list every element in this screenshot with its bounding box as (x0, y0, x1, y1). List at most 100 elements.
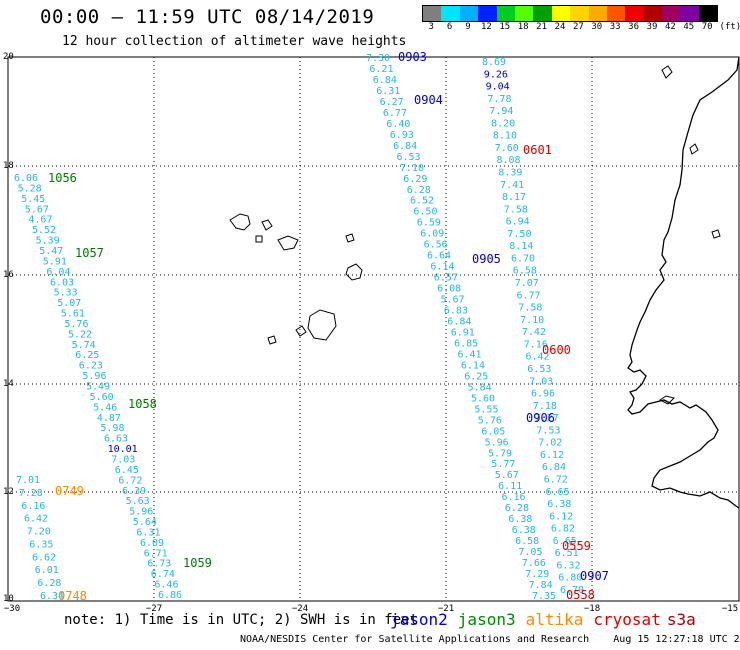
colorbar-tick-label: 39 (646, 22, 658, 32)
east-track-swh-value: 7.60 (495, 143, 519, 154)
x-tick-label: −27 (145, 604, 163, 614)
east-track-swh-value: 6.94 (506, 217, 530, 228)
west-track-swh-value: 5.64 (133, 517, 157, 528)
pass-time-label: 0559 (562, 539, 591, 553)
legend-cryosat: cryosat (593, 610, 661, 629)
east-track-swh-value: 9.26 (484, 69, 508, 80)
pass-time-label: 0904 (414, 93, 443, 107)
pass-time-label: 0748 (58, 589, 87, 603)
west-lower-track-swh-value: 6.42 (24, 514, 48, 525)
pass-time-label: 0906 (526, 411, 555, 425)
west-track-swh-value: 6.86 (158, 590, 182, 601)
colorbar-tick-label: 42 (664, 22, 676, 32)
west-track-swh-value: 4.67 (28, 215, 52, 226)
mid-track-swh-value: 6.40 (386, 119, 410, 130)
mid-track-swh-value: 6.08 (437, 284, 461, 295)
colorbar-swatch (588, 6, 607, 21)
west-track-swh-value: 6.23 (79, 361, 103, 372)
legend-s3a: s3a (666, 610, 696, 629)
pass-time-label: 1058 (128, 397, 157, 411)
mid-track-swh-value: 7.84 (529, 580, 553, 591)
west-track-swh-value: 5.07 (57, 298, 81, 309)
west-track-swh-value: 6.39 (122, 486, 146, 497)
west-track-swh-value: 5.60 (90, 392, 114, 403)
africa-inlet (659, 395, 675, 405)
mid-track-swh-value: 6.41 (458, 349, 482, 360)
mid-track-swh-value: 7.35 (532, 591, 556, 602)
west-track-swh-value: 5.91 (43, 256, 67, 267)
west-track-swh-value: 5.67 (25, 204, 49, 215)
mid-track-swh-value: 6.53 (397, 152, 421, 163)
colorbar-tick-label: 27 (572, 22, 584, 32)
west-track-swh-value: 6.73 (147, 559, 171, 570)
west-track-swh-value: 10.01 (108, 444, 138, 455)
east-track-swh-value: 8.14 (509, 241, 533, 252)
mid-track-swh-value: 7.29 (525, 569, 549, 580)
mid-track-swh-value: 6.57 (434, 273, 458, 284)
colorbar-tick-label: 18 (517, 22, 529, 32)
east-track-swh-value: 6.72 (544, 475, 568, 486)
colorbar-tick-label: 70 (701, 22, 713, 32)
mid-track-swh-value: 6.84 (393, 141, 417, 152)
mid-track-swh-value: 6.11 (498, 481, 522, 492)
west-track-swh-value: 5.28 (18, 183, 42, 194)
east-track-swh-value: 7.10 (520, 315, 544, 326)
y-tick-label: 14 (3, 379, 14, 389)
west-track-swh-value: 5.98 (100, 423, 124, 434)
east-track-swh-value: 7.58 (504, 204, 528, 215)
colorbar-ticks: 3 6 9 12 15 18 21 24 27 30 33 36 39 42 45 70 (ft) (422, 22, 740, 34)
colorbar-swatch (606, 6, 626, 21)
colorbar-tick-label: 15 (499, 22, 511, 32)
east-track-swh-value: 9.04 (486, 82, 510, 93)
mid-track-swh-value: 6.21 (369, 64, 393, 75)
east-track-swh-value: 6.32 (556, 560, 580, 571)
west-track-swh-value: 6.09 (140, 538, 164, 549)
east-track-swh-value: 6.58 (513, 266, 537, 277)
mid-track-swh-value: 6.27 (380, 97, 404, 108)
east-track-swh-value: 7.18 (533, 401, 557, 412)
pass-time-label: 0749 (55, 484, 84, 498)
west-lower-track-swh-value: 6.16 (21, 501, 45, 512)
mid-track-swh-value: 6.84 (447, 317, 471, 328)
east-track-swh-value: 7.58 (518, 303, 542, 314)
legend-jason3: jason3 (457, 610, 516, 629)
east-track-swh-value: 8.17 (502, 192, 526, 203)
x-tick-label: −24 (291, 604, 309, 614)
west-track-swh-value: 5.46 (93, 402, 117, 413)
mid-track-swh-value: 6.38 (508, 514, 532, 525)
west-track-swh-value: 7.03 (111, 455, 135, 466)
mid-track-swh-value: 6.93 (390, 130, 414, 141)
mid-track-swh-value: 6.28 (407, 185, 431, 196)
island (689, 143, 699, 155)
west-lower-track-swh-value: 7.28 (19, 488, 43, 499)
west-track-swh-value: 6.31 (136, 528, 160, 539)
pass-time-label: 0907 (580, 569, 609, 583)
west-track-swh-value: 6.03 (50, 277, 74, 288)
colorbar-swatch (551, 6, 571, 21)
credit-line: NOAA/NESDIS Center for Satellite Applica… (240, 634, 740, 645)
pass-time-label: 0600 (542, 343, 571, 357)
east-track-swh-value: 7.27 (535, 413, 559, 424)
mid-track-swh-value: 5.67 (441, 295, 465, 306)
west-lower-track-swh-value: 7.01 (16, 475, 40, 486)
pass-time-label: 1059 (183, 556, 212, 570)
west-track-swh-value: 5.45 (21, 194, 45, 205)
west-track-swh-value: 6.04 (46, 267, 70, 278)
east-track-swh-value: 6.84 (542, 462, 566, 473)
legend-altika: altika (525, 610, 584, 629)
pass-label-layer: 0903 0904 0905 0906 0907 1056 1057 1058 1059 0749… (48, 50, 609, 603)
mid-track-swh-value: 5.84 (468, 382, 492, 393)
east-track-swh-value: 6.65 (553, 536, 577, 547)
y-tick-label: 10 (3, 594, 14, 604)
east-track-swh-value: 7.07 (515, 278, 539, 289)
cape-verde-islands (229, 213, 363, 345)
x-tick-label: −15 (721, 604, 739, 614)
colorbar-tick-label: 45 (683, 22, 695, 32)
east-track-swh-value: 6.51 (555, 548, 579, 559)
colorbar-swatch (698, 6, 718, 21)
east-track-swh-value: 8.20 (491, 118, 515, 129)
east-track-swh-value: 6.65 (546, 487, 570, 498)
mid-track-swh-value: 6.77 (383, 108, 407, 119)
colorbar-tick-label: 36 (628, 22, 640, 32)
pass-time-label: 0601 (523, 143, 552, 157)
